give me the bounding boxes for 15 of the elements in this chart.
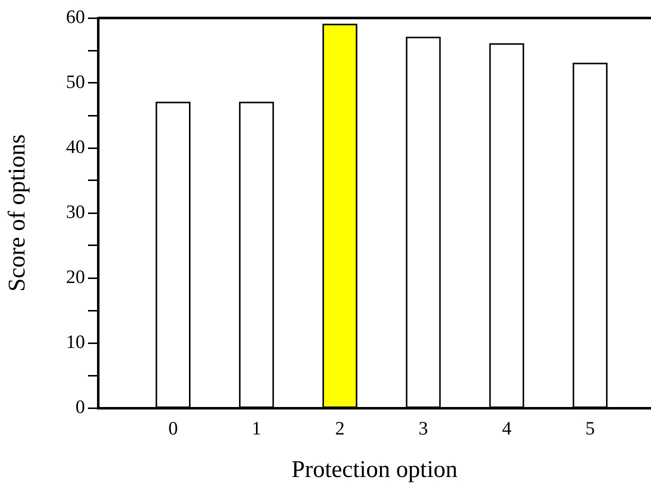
x-tick-label: 3: [418, 418, 428, 440]
x-tick-label: 5: [585, 418, 595, 440]
y-tick-label: 20: [66, 266, 85, 288]
y-tick-label: 50: [66, 72, 85, 93]
x-tick-label: 0: [168, 418, 178, 440]
y-tick-label: 30: [66, 202, 85, 223]
y-tick-label: 40: [66, 136, 85, 158]
y-axis-title: Score of options: [4, 134, 31, 292]
y-tick-label: 10: [66, 332, 85, 353]
x-tick-label: 2: [335, 418, 345, 440]
x-tick-label: 4: [502, 418, 512, 440]
x-axis-title: Protection option: [292, 456, 458, 483]
x-tick-label: 1: [252, 418, 262, 440]
y-tick-label: 60: [66, 6, 85, 28]
y-tick-label: 0: [76, 396, 85, 418]
